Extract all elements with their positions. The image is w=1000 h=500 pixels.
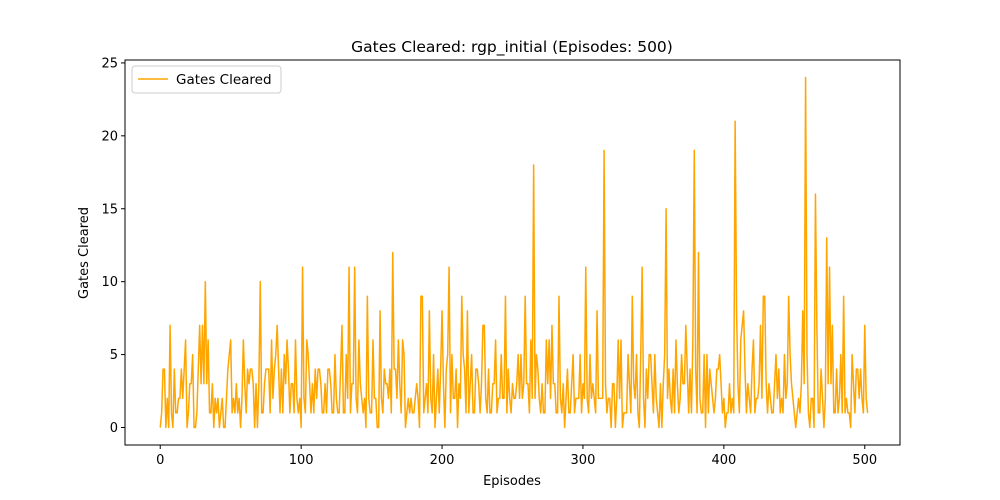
legend-box — [131, 65, 282, 94]
x-tick-label: 100 — [289, 453, 314, 468]
y-axis-label: Gates Cleared — [77, 207, 92, 299]
legend: Gates Cleared — [131, 65, 282, 94]
y-axis-ticks: 0 5 10 15 20 25 — [101, 56, 125, 436]
series-line-0 — [159, 76, 869, 429]
x-tick-label: 0 — [156, 453, 164, 468]
y-tick-label: 20 — [101, 129, 118, 144]
x-axis-label: Episodes — [483, 474, 541, 489]
y-tick-label: 25 — [101, 56, 118, 71]
chart-title: Gates Cleared: rgp_initial (Episodes: 50… — [351, 38, 673, 57]
x-axis-ticks: 0 100 200 300 400 500 — [156, 445, 877, 468]
x-tick-label: 200 — [430, 453, 455, 468]
y-tick-label: 0 — [110, 421, 118, 436]
x-tick-label: 400 — [711, 453, 736, 468]
y-tick-label: 15 — [101, 202, 118, 217]
plot-area — [159, 76, 869, 429]
x-tick-label: 500 — [852, 453, 877, 468]
axes-frame — [124, 59, 901, 446]
legend-label: Gates Cleared — [176, 72, 272, 88]
y-tick-label: 5 — [110, 348, 118, 363]
x-tick-label: 300 — [571, 453, 596, 468]
y-tick-label: 10 — [101, 275, 118, 290]
